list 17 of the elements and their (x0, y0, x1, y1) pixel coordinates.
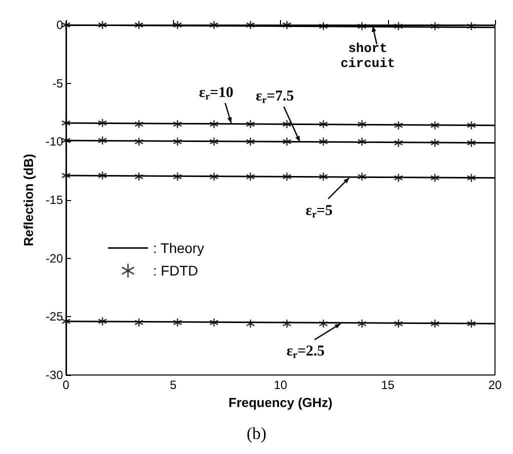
y-tick-label: -25 (46, 310, 64, 324)
legend-label: : Theory (153, 240, 204, 256)
y-tick-label: -20 (46, 251, 64, 266)
y-tick-label: -5 (52, 76, 64, 90)
y-tick-label: 0 (56, 18, 64, 32)
annotation: short circuit (340, 41, 396, 72)
x-tick-label: 5 (170, 378, 177, 392)
x-tick-label: 10 (274, 378, 288, 392)
x-tick-label: 20 (488, 378, 502, 392)
text: (b) (246, 424, 266, 443)
y-tick-label: -15 (46, 193, 64, 207)
y-tick-label: -30 (46, 368, 64, 382)
y-tick-label: -10 (46, 134, 64, 149)
x-tick-label: 15 (381, 378, 395, 392)
y-axis-title: Reflection (dB) (20, 154, 36, 246)
x-axis-title: Frequency (GHz) (228, 394, 333, 410)
legend-label: : FDTD (153, 262, 198, 279)
